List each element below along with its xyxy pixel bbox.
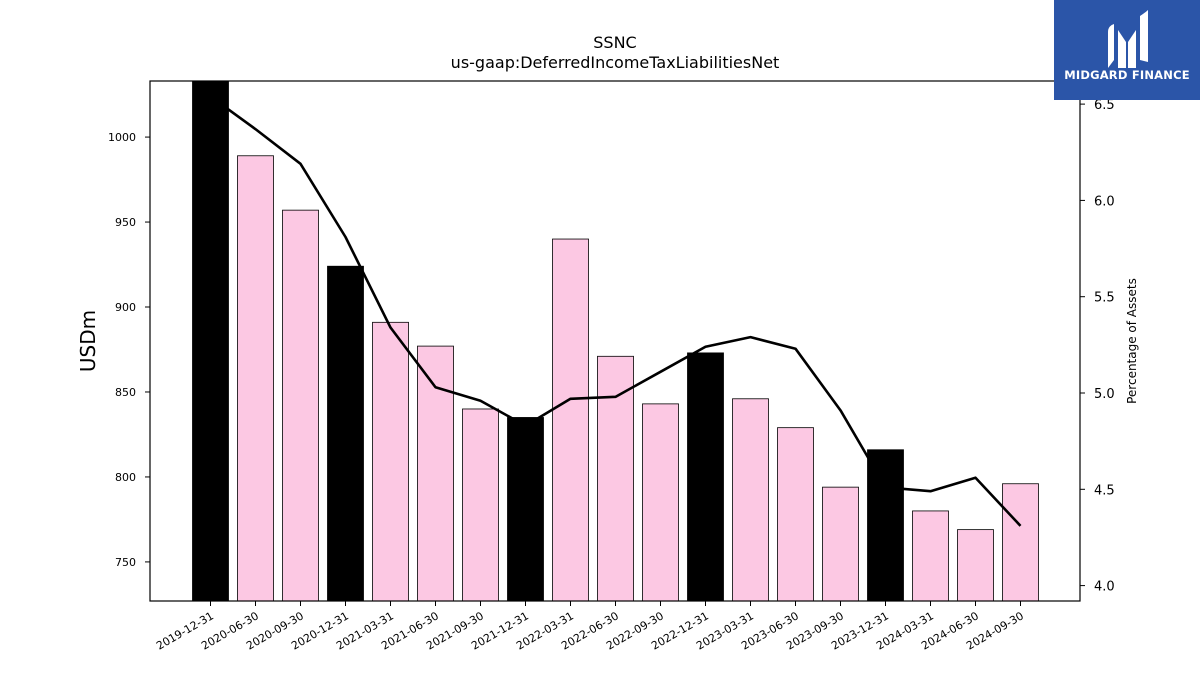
- y-tick-label: 850: [115, 386, 136, 399]
- bar-2019-12-31: [192, 81, 229, 601]
- y2-tick-label: 6.0: [1094, 194, 1115, 209]
- bar-2020-06-30: [237, 155, 274, 601]
- y2-tick-label: 5.0: [1094, 387, 1115, 402]
- bar-2023-12-31: [867, 449, 904, 601]
- bar-2024-03-31: [912, 510, 949, 601]
- y-tick-label: 950: [115, 216, 136, 229]
- bar-2024-06-30: [957, 529, 994, 601]
- y-tick-label: 1000: [108, 131, 136, 144]
- bar-2022-12-31: [687, 352, 724, 601]
- y2-axis-label: Percentage of Assets: [1125, 278, 1139, 404]
- y-tick-label: 750: [115, 556, 136, 569]
- logo-text: MIDGARD FINANCE: [1064, 68, 1190, 82]
- bar-2021-12-31: [507, 417, 544, 601]
- line-layer: [209, 95, 1022, 527]
- y-tick-label: 900: [115, 301, 136, 314]
- y2-tick-label: 4.0: [1094, 580, 1115, 595]
- bar-2022-09-30: [642, 403, 679, 601]
- bar-2023-09-30: [822, 486, 859, 601]
- bar-2023-06-30: [777, 427, 814, 601]
- y2-tick-label: 5.5: [1094, 291, 1115, 306]
- bar-2020-09-30: [282, 209, 319, 601]
- y2-tick-label: 4.5: [1094, 483, 1115, 498]
- bar-2024-09-30: [1002, 483, 1039, 601]
- chart-title: SSNC: [593, 33, 636, 52]
- logo-mark-icon: [1108, 10, 1148, 68]
- chart-subtitle: us-gaap:DeferredIncomeTaxLiabilitiesNet: [451, 53, 780, 72]
- bar-2020-12-31: [327, 265, 364, 601]
- bar-2021-09-30: [462, 408, 499, 601]
- bar-2022-03-31: [552, 238, 589, 601]
- bar-2022-06-30: [597, 355, 634, 601]
- bar-2021-06-30: [417, 345, 454, 601]
- y-axis-label: USDm: [76, 310, 100, 372]
- midgard-finance-logo: MIDGARD FINANCE: [1054, 0, 1200, 100]
- bar-2023-03-31: [732, 398, 769, 601]
- y-tick-label: 800: [115, 471, 136, 484]
- bar-2021-03-31: [372, 321, 409, 601]
- bar-group: [192, 81, 1039, 601]
- y2-tick-label: 6.5: [1094, 98, 1115, 113]
